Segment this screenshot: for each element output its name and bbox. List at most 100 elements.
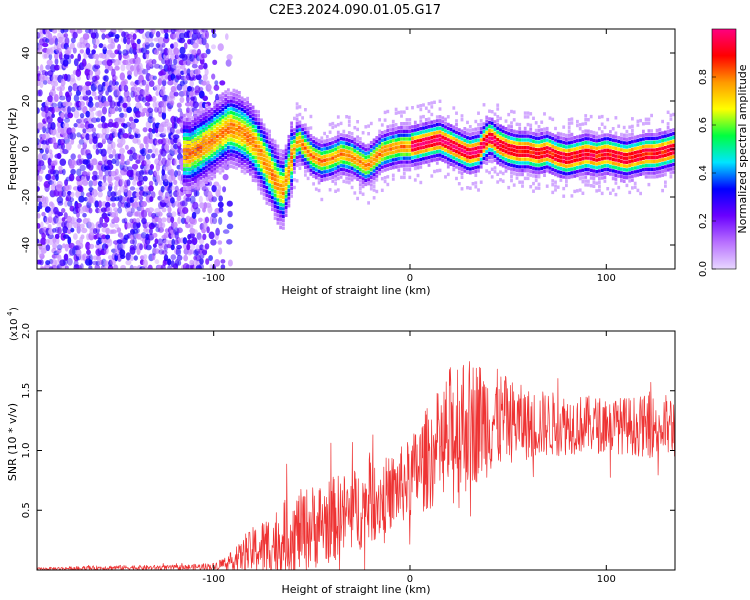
spectrogram-cell xyxy=(455,119,458,123)
spectrogram-cell xyxy=(639,138,642,142)
spectrogram-cell xyxy=(433,169,436,174)
spectrogram-cell xyxy=(141,97,147,103)
spectrogram-cell xyxy=(238,125,241,129)
spectrogram-cell xyxy=(52,237,57,244)
spectrogram-cell xyxy=(192,42,199,49)
spectrogram-cell xyxy=(600,172,604,176)
spectrogram-cell xyxy=(328,149,332,154)
spectrogram-cell xyxy=(369,175,373,179)
spectrogram-cell xyxy=(537,159,541,163)
spectrogram-cell xyxy=(620,132,623,137)
spectrogram-cell xyxy=(622,156,626,160)
spectrogram-cell xyxy=(402,145,406,149)
spectrogram-cell xyxy=(205,130,208,135)
spectrogram-cell xyxy=(485,134,489,139)
spectrogram-cell xyxy=(466,151,469,155)
spectrogram-cell xyxy=(515,138,519,142)
spectrogram-cell xyxy=(185,144,189,148)
spectrogram-cell xyxy=(295,117,299,121)
spectrogram-cell xyxy=(356,150,359,155)
spectrogram-cell xyxy=(433,158,436,162)
spectrogram-cell xyxy=(218,113,222,117)
spectrogram-cell xyxy=(416,143,420,147)
spectrogram-cell xyxy=(141,147,147,157)
spectrogram-cell xyxy=(430,132,434,136)
spectrogram-cell xyxy=(570,140,574,144)
spectrogram-cell xyxy=(430,174,434,178)
spectrogram-cell xyxy=(251,170,255,175)
spectrogram-cell xyxy=(323,166,326,170)
spectrogram-cell xyxy=(510,148,513,152)
spectrogram-cell xyxy=(455,123,458,127)
spectrogram-cell xyxy=(240,108,244,112)
spectrogram-cell xyxy=(510,109,513,114)
spectrogram-cell xyxy=(576,189,579,193)
spectrogram-cell xyxy=(554,153,557,157)
spectrogram-cell xyxy=(227,95,230,100)
spectrogram-cell xyxy=(232,161,236,166)
spectrogram-cell xyxy=(567,160,571,164)
spectrogram-cell xyxy=(284,209,288,214)
spectrogram-cell xyxy=(102,43,107,50)
spectrogram-cell xyxy=(216,127,219,131)
spectrogram-cell xyxy=(570,152,574,156)
spectrogram-cell xyxy=(460,137,464,141)
spectrogram-cell xyxy=(356,146,359,151)
spectrogram-cell xyxy=(211,217,218,225)
spectrogram-cell xyxy=(154,107,159,113)
spectrogram-cell xyxy=(666,141,670,145)
spectrogram-cell xyxy=(488,155,491,159)
spectrogram-cell xyxy=(507,124,511,128)
spectrogram-cell xyxy=(276,217,280,221)
spectrogram-cell xyxy=(631,186,634,190)
spectrogram-cell xyxy=(151,117,156,123)
spectrogram-cell xyxy=(353,160,357,164)
spectrogram-cell xyxy=(554,161,557,165)
spectrogram-cell xyxy=(501,141,505,145)
spectrogram-cell xyxy=(130,81,135,86)
spectrogram-cell xyxy=(499,128,502,132)
spectrogram-cell xyxy=(111,202,116,208)
spectrogram-cell xyxy=(532,139,535,143)
spectrogram-cell xyxy=(97,110,103,118)
spectrogram-cell xyxy=(369,152,373,156)
spectrogram-cell xyxy=(73,94,80,102)
spectrogram-cell xyxy=(490,129,494,133)
spectrogram-cell xyxy=(356,154,359,158)
spectrogram-cell xyxy=(254,125,258,129)
spectrogram-cell xyxy=(257,179,260,183)
spectrogram-cell xyxy=(457,182,461,186)
spectrogram-cell xyxy=(155,31,161,38)
spectrogram-cell xyxy=(510,175,513,179)
spectrogram-cell xyxy=(512,156,516,160)
spectrogram-cell xyxy=(647,129,651,133)
spectrogram-cell xyxy=(320,155,324,159)
spectrogram-cell xyxy=(598,146,601,150)
spectrogram-cell xyxy=(358,179,362,183)
spectrogram-cell xyxy=(499,124,502,128)
spectrogram-cell xyxy=(323,158,326,163)
spectrogram-cell xyxy=(474,150,478,154)
spectrogram-cell xyxy=(400,148,403,153)
spectrogram-cell xyxy=(466,128,469,132)
spectrogram-cell xyxy=(367,170,370,174)
spectrogram-cell xyxy=(496,134,500,138)
spectrogram-cell xyxy=(411,152,414,156)
spectrogram-cell xyxy=(201,37,207,46)
spectrogram-cell xyxy=(339,163,343,168)
spectrogram-cell xyxy=(317,146,321,150)
spectrogram-cell xyxy=(655,128,659,133)
spectrogram-cell xyxy=(221,92,225,96)
spectrogram-cell xyxy=(625,153,629,157)
spectrogram-cell xyxy=(146,132,151,140)
spectrogram-cell xyxy=(312,163,315,167)
spectrogram-cell xyxy=(375,174,379,178)
spectrogram-cell xyxy=(356,139,359,143)
spectrogram-cell xyxy=(383,168,387,172)
spectrogram-cell xyxy=(534,140,538,144)
spectrogram-cell xyxy=(463,138,467,142)
spectrogram-cell xyxy=(268,168,271,172)
spectrogram-cell xyxy=(402,129,406,133)
spectrogram-cell xyxy=(479,138,483,142)
spectrogram-cell xyxy=(548,170,552,174)
